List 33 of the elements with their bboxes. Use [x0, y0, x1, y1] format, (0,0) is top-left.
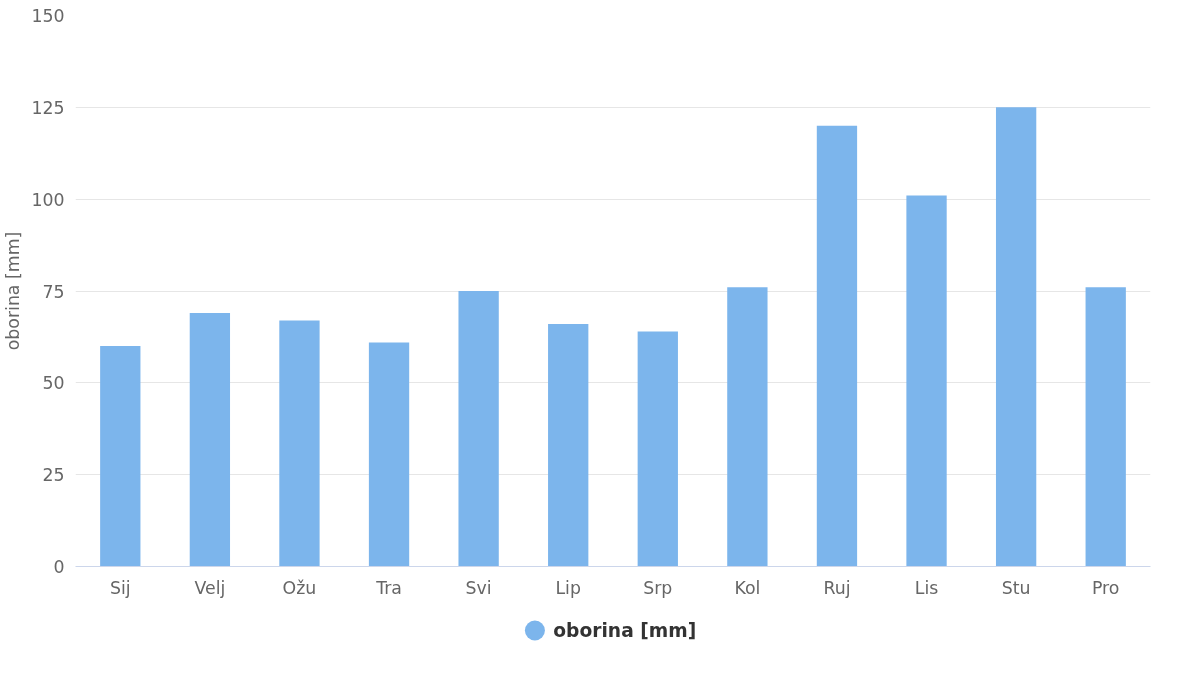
x-tick-label: Stu [1001, 577, 1031, 598]
bar [548, 324, 589, 567]
x-tick-label: Ožu [282, 577, 317, 598]
bar [100, 346, 141, 567]
bar [368, 342, 410, 567]
legend-label: oborina [mm] [553, 620, 697, 641]
bar [906, 195, 947, 567]
x-tick-label: Tra [375, 577, 402, 598]
y-tick-label: 125 [31, 97, 65, 118]
x-tick-label: Pro [1091, 577, 1120, 598]
y-tick-label: 150 [31, 6, 65, 26]
y-tick-label: 75 [42, 281, 65, 302]
bar [458, 291, 499, 567]
bar [279, 320, 320, 567]
x-tick-label: Velj [194, 577, 226, 598]
y-tick-label: 0 [53, 557, 65, 577]
y-tick-label: 100 [31, 189, 65, 210]
y-tick-label: 25 [42, 465, 65, 486]
x-tick-label: Lip [555, 577, 581, 598]
x-tick-label: Ruj [823, 577, 851, 598]
bar [637, 331, 678, 567]
bar [1085, 287, 1126, 567]
x-tick-label: Kol [734, 577, 761, 598]
x-tick-label: Sij [109, 577, 131, 598]
bar [189, 313, 231, 567]
y-axis-title: oborina [mm] [3, 231, 24, 351]
bar [727, 287, 768, 567]
x-tick-label: Lis [914, 577, 939, 598]
y-tick-label: 50 [42, 373, 65, 394]
bar [995, 107, 1037, 567]
bar [816, 125, 858, 567]
x-tick-label: Srp [643, 577, 673, 598]
x-tick-label: Svi [465, 577, 492, 598]
